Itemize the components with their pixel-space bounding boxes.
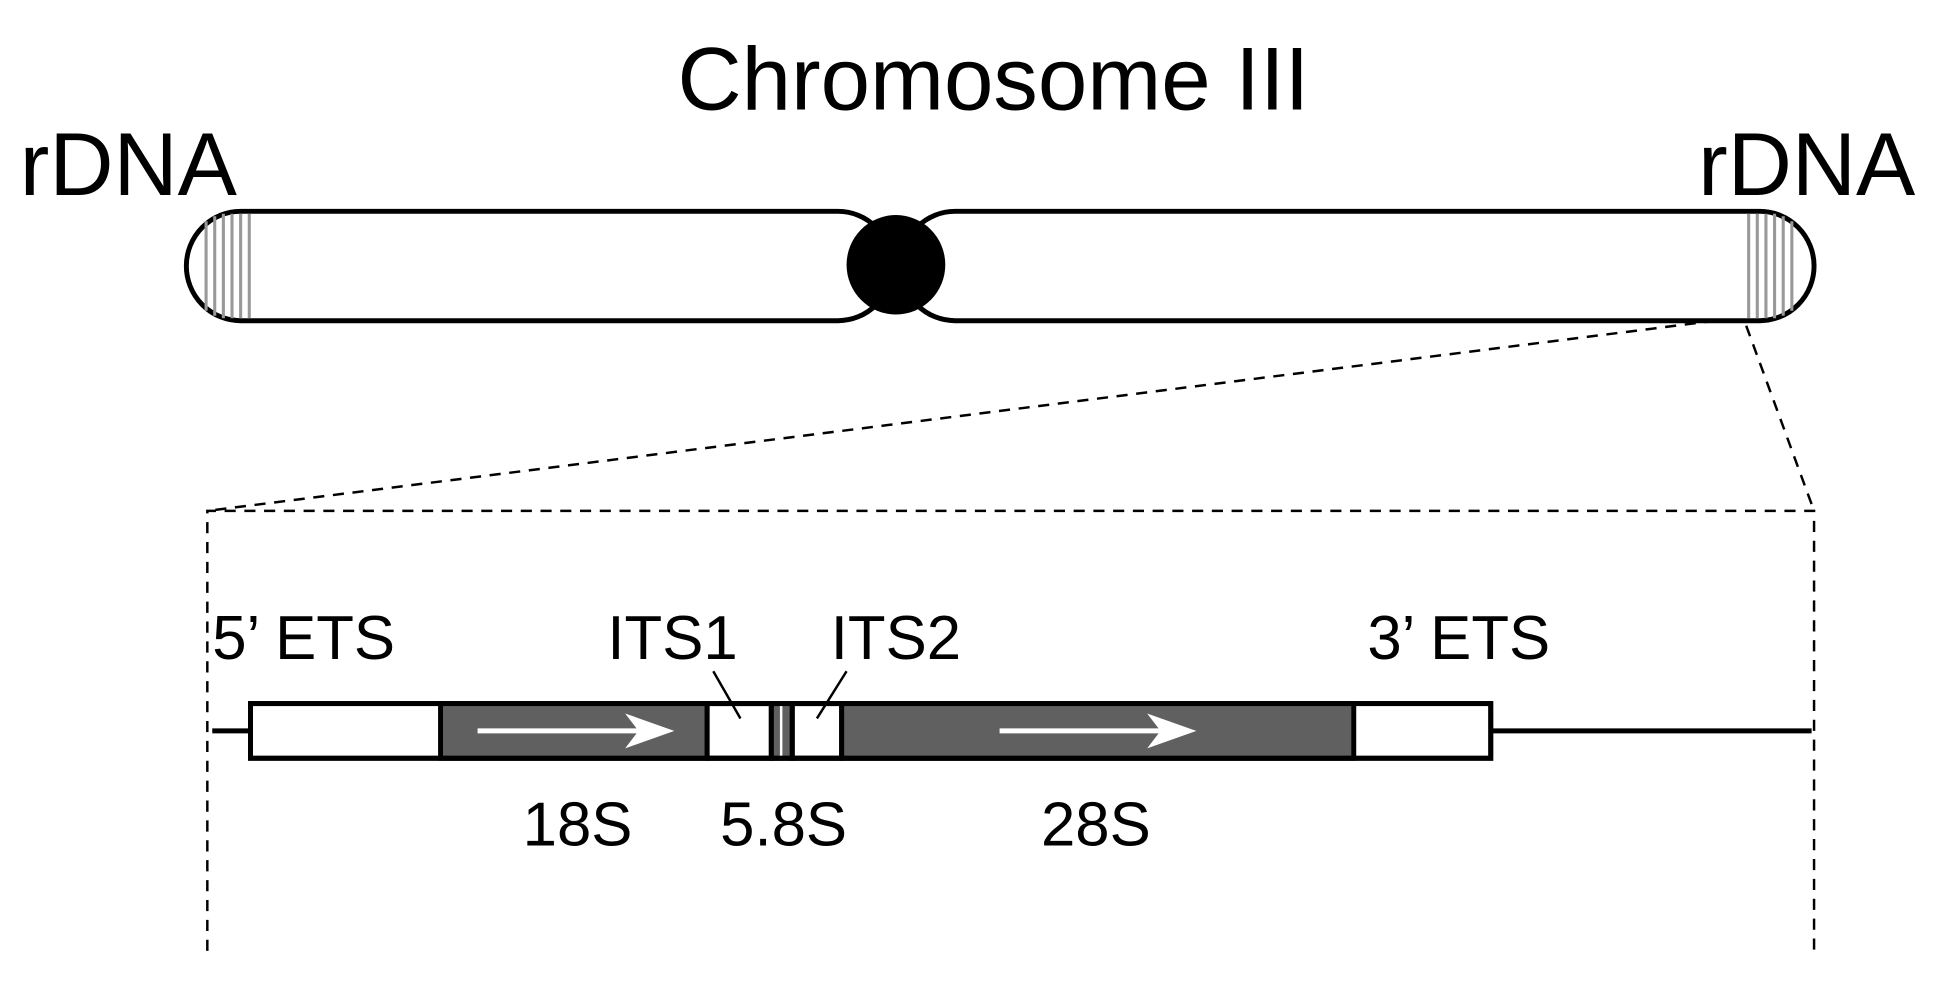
rdna-label-left: rDNA	[20, 114, 238, 214]
region-label: ITS2	[831, 604, 961, 673]
rdna-label-right: rDNA	[1698, 114, 1916, 214]
rdna-unit	[212, 670, 1812, 761]
title: Chromosome III	[677, 28, 1309, 128]
region-label: ITS1	[607, 604, 737, 673]
gene-label: 18S	[523, 790, 633, 859]
chromosome	[183, 208, 1817, 324]
gene-label: 5.8S	[720, 790, 847, 859]
zoom-lines	[206, 319, 1816, 951]
region-label: 3’ ETS	[1367, 604, 1550, 673]
gene-label: 28S	[1041, 790, 1151, 859]
region-label: 5’ ETS	[212, 604, 395, 673]
